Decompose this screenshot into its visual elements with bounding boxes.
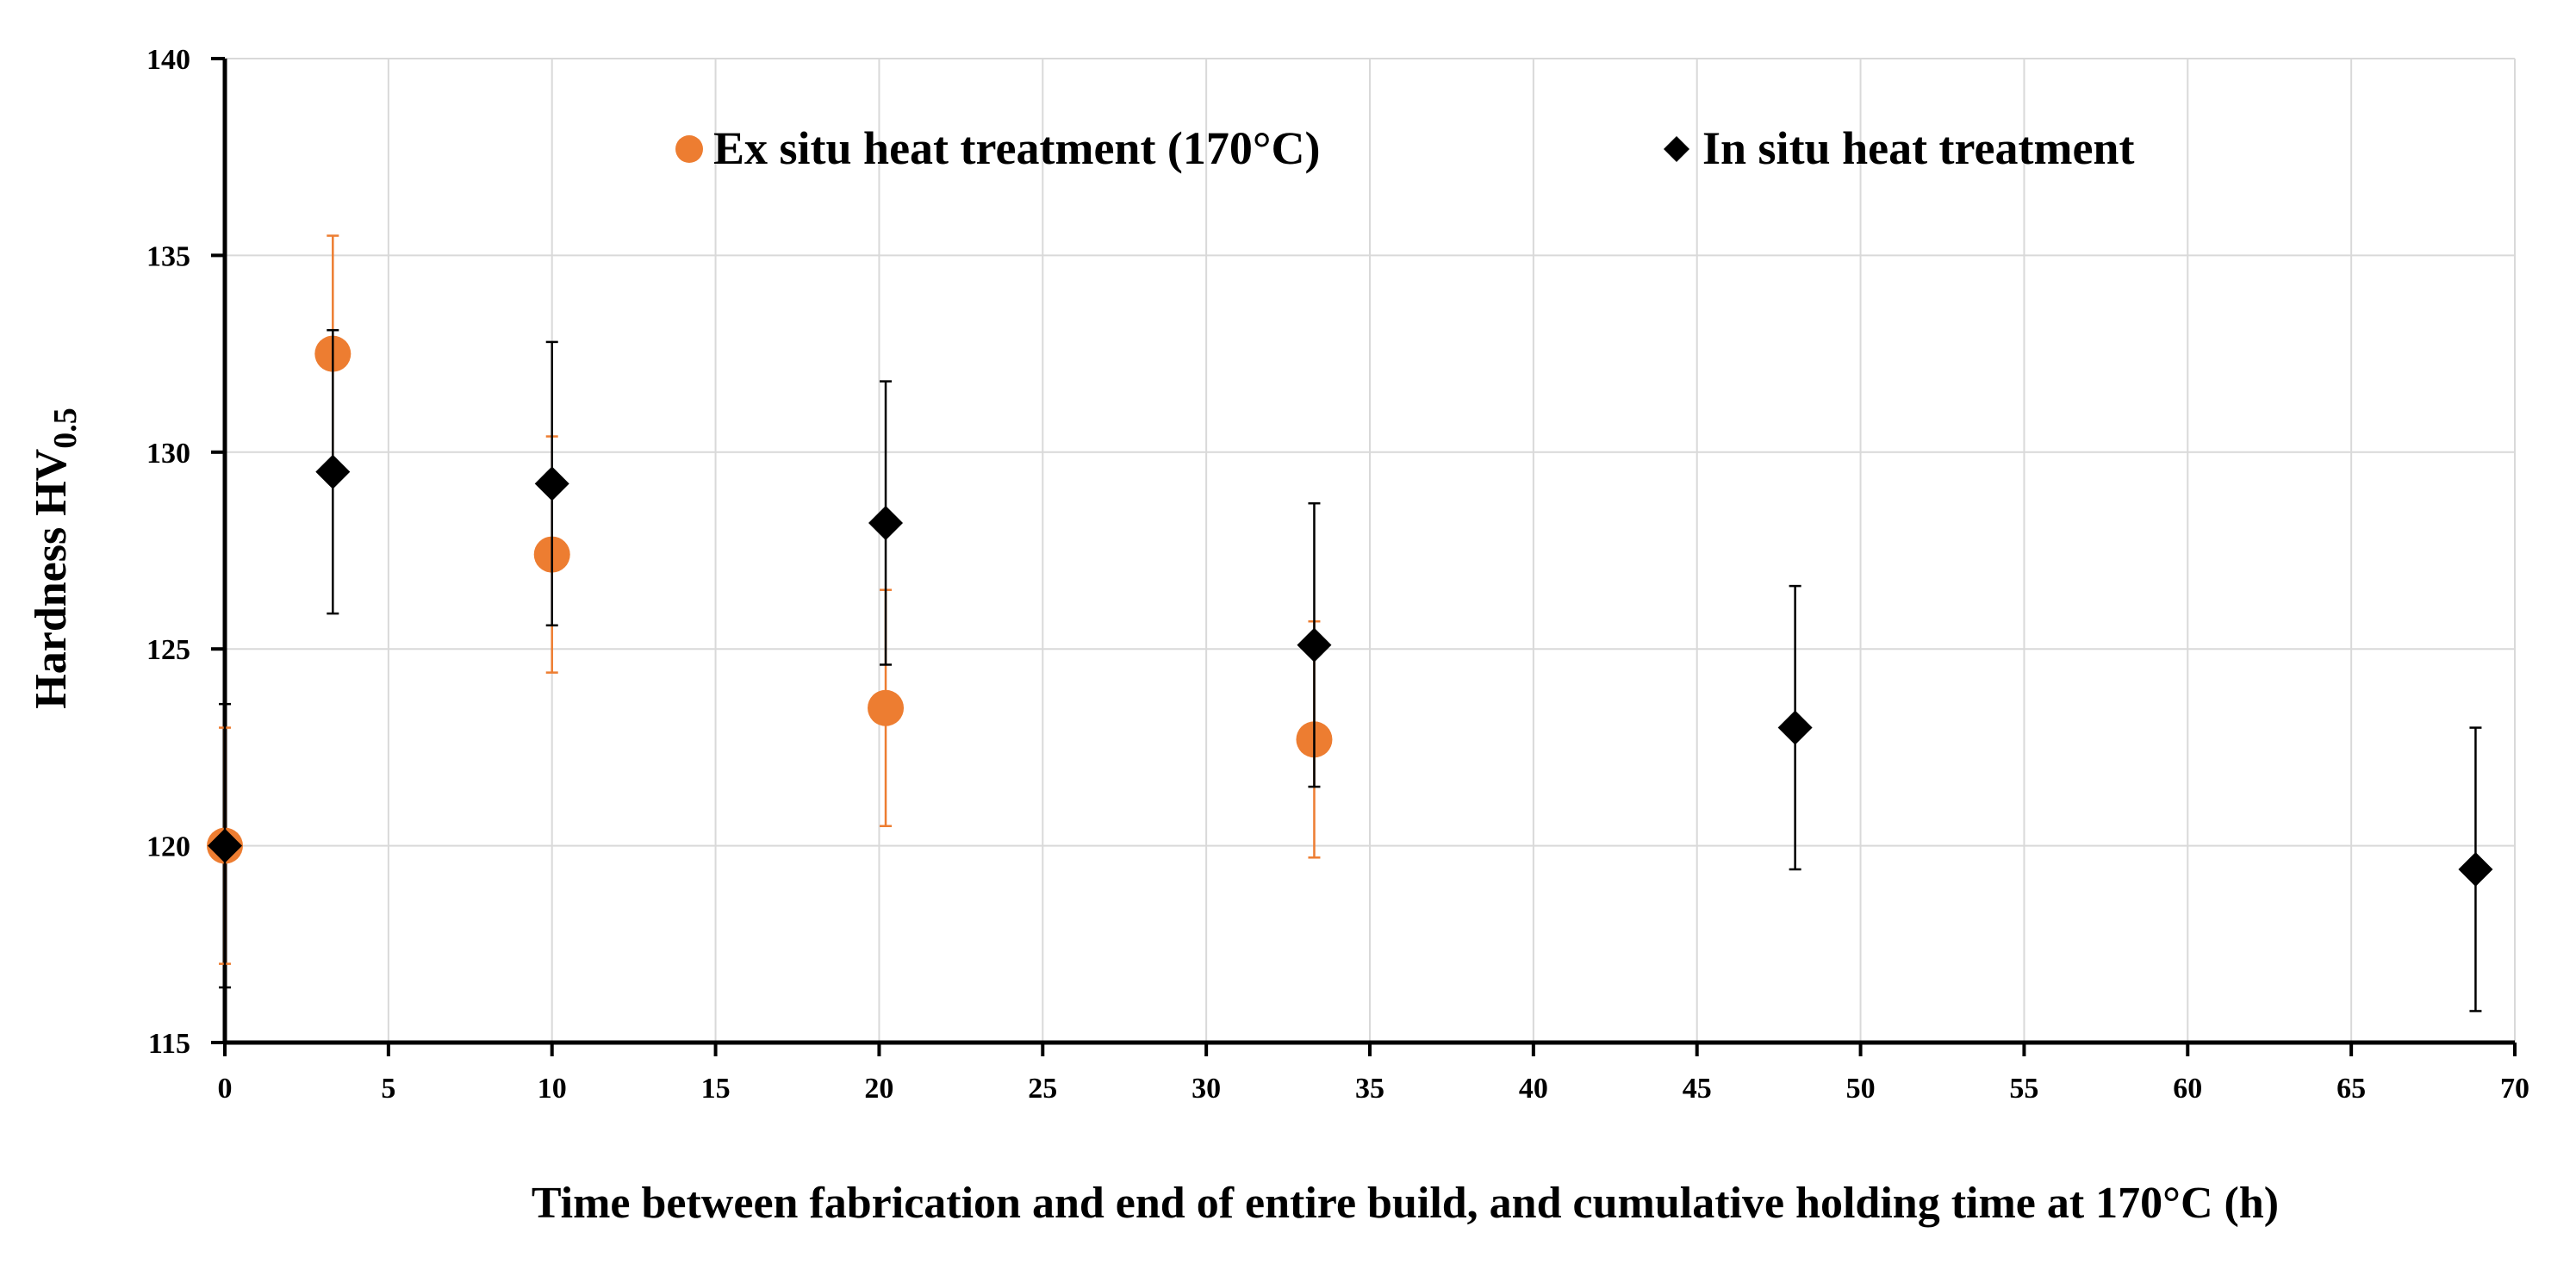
y-axis-title-subscript: 0.5	[47, 408, 84, 449]
x-tick-label-5: 5	[381, 1073, 395, 1105]
x-tick-label-30: 30	[1192, 1073, 1221, 1105]
gridlines	[225, 58, 2516, 1043]
x-tick-label-0: 0	[218, 1073, 233, 1105]
x-tick-label-60: 60	[2173, 1073, 2202, 1105]
data-point-diamond-4	[1297, 627, 1332, 663]
y-tick-label-115: 115	[148, 1028, 190, 1060]
x-tick-label-35: 35	[1355, 1073, 1384, 1105]
tick-labels: 115 120 125 130 135 140 0 5 10 15 20 25 30 35 40 45 50 55…	[146, 44, 2529, 1105]
data-point-diamond-5	[1777, 710, 1813, 745]
data-point-circle-3	[868, 689, 905, 726]
y-axis-title-main: Hardness HV	[27, 449, 76, 709]
x-tick-label-55: 55	[2009, 1073, 2038, 1105]
data-point-diamond-6	[2458, 852, 2493, 887]
data-point-diamond-2	[534, 466, 569, 501]
series-ex-situ	[207, 234, 1333, 965]
legend-marker-ex-situ	[675, 135, 703, 163]
y-tick-label-125: 125	[146, 634, 190, 666]
legend-label-in-situ: In situ heat treatment	[1702, 122, 2134, 174]
data-series	[207, 234, 2493, 1012]
y-tick-label-140: 140	[146, 44, 190, 76]
data-point-diamond-0	[208, 828, 242, 863]
data-point-diamond-1	[315, 454, 351, 489]
y-tick-label-135: 135	[146, 240, 190, 272]
data-point-diamond-3	[868, 506, 904, 541]
y-tick-label-120: 120	[146, 831, 190, 863]
x-tick-label-65: 65	[2336, 1073, 2366, 1105]
x-tick-label-70: 70	[2500, 1073, 2529, 1105]
legend-label-ex-situ: Ex situ heat treatment (170°C)	[713, 122, 1320, 174]
legend-marker-in-situ	[1664, 136, 1689, 162]
x-tick-label-25: 25	[1028, 1073, 1057, 1105]
y-tick-label-130: 130	[146, 438, 190, 470]
legend: Ex situ heat treatment (170°C) In situ h…	[675, 122, 2134, 174]
x-tick-label-45: 45	[1683, 1073, 1712, 1105]
x-tick-label-15: 15	[701, 1073, 731, 1105]
y-axis-title: Hardness HV0.5	[27, 408, 84, 708]
x-axis-title: Time between fabrication and end of enti…	[532, 1179, 2279, 1228]
x-tick-label-40: 40	[1519, 1073, 1548, 1105]
x-tick-label-20: 20	[864, 1073, 893, 1105]
x-tick-label-10: 10	[538, 1073, 567, 1105]
x-tick-label-50: 50	[1846, 1073, 1876, 1105]
series-in-situ	[208, 328, 2493, 1012]
